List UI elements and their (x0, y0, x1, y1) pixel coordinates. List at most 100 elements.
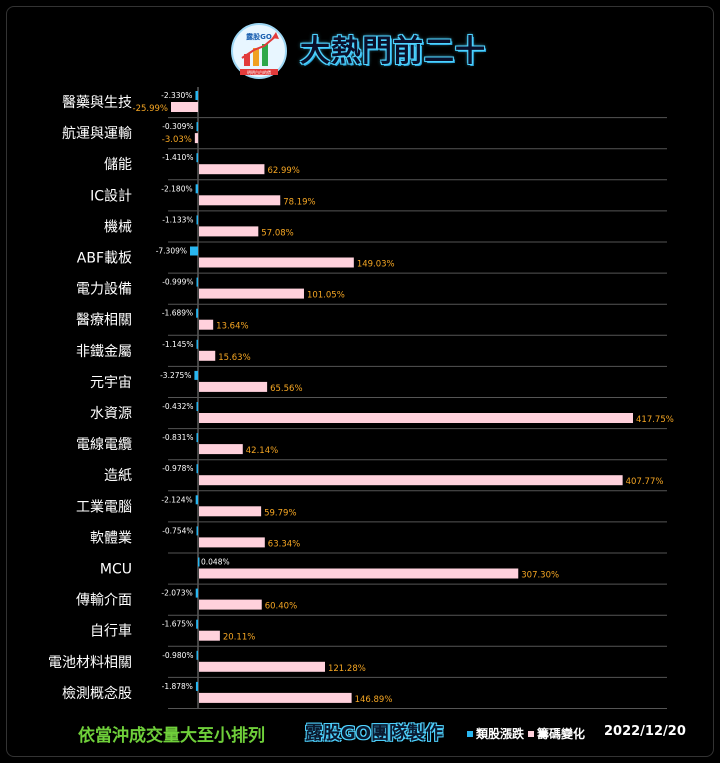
chip-label: 20.11% (223, 633, 255, 643)
legend-price-label: 類股漲跌 (476, 727, 525, 741)
category-label: 航運與運輸 (62, 126, 132, 142)
logo-subtext: 明明白白的價 (247, 69, 271, 75)
price-bar (196, 619, 198, 629)
category-row: 醫療相關 -1.689% 13.64% (76, 308, 667, 336)
category-row: 非鐵金屬 -1.145% 15.63% (76, 339, 667, 367)
category-label: MCU (100, 562, 132, 578)
price-bar (196, 339, 198, 349)
chip-bar (199, 661, 325, 672)
chip-bar (199, 444, 243, 455)
price-label: -2.073% (161, 589, 192, 598)
category-row: 醫藥與生技 -2.330% -25.99% (62, 91, 667, 119)
category-label: 電線電纜 (76, 436, 132, 453)
category-row: 造紙 -0.978% 407.77% (104, 464, 667, 492)
chip-bar (199, 568, 519, 579)
price-label: -0.432% (162, 402, 193, 411)
legend-chip-swatch (528, 730, 534, 737)
chip-bar (199, 195, 281, 206)
price-label: -1.675% (162, 620, 193, 629)
chart-frame (6, 6, 714, 757)
category-label: 軟體業 (90, 530, 132, 546)
chip-label: 62.99% (267, 166, 299, 176)
chip-label: 146.89% (355, 695, 393, 705)
chip-bar (199, 350, 216, 361)
price-bar (195, 91, 198, 100)
chip-bar (199, 288, 304, 299)
category-row: 檢測概念股 -1.878% 146.89% (62, 681, 667, 709)
chip-bar (199, 381, 268, 392)
price-label: -1.133% (162, 215, 193, 224)
team-credit: 露股GO團隊製作 (305, 723, 444, 744)
category-label: 儲能 (104, 157, 132, 173)
price-bar (190, 246, 198, 256)
chip-label: 417.75% (636, 415, 674, 425)
price-label: -0.309% (162, 122, 193, 131)
category-label: 機械 (104, 219, 132, 235)
category-label: 非鐵金屬 (76, 343, 132, 360)
price-bar (196, 215, 198, 225)
category-label: 元宇宙 (90, 375, 132, 391)
category-row: 傳輸介面 -2.073% 60.40% (76, 588, 667, 616)
sort-note: 依當沖成交量大至小排列 (78, 726, 265, 746)
chip-bar (199, 475, 623, 486)
price-bar (196, 153, 198, 163)
chip-label: 149.03% (357, 260, 395, 270)
brand-logo: 露股GO 明明白白的價 (231, 23, 287, 79)
chip-label: 15.63% (218, 353, 250, 363)
category-row: 元宇宙 -3.275% 65.56% (90, 370, 667, 398)
price-label: 0.048% (201, 558, 230, 567)
chip-bar (199, 692, 352, 703)
category-label: 醫療相關 (76, 312, 132, 329)
price-label: -1.410% (162, 153, 193, 162)
chip-label: 307.30% (521, 571, 559, 581)
price-bar (195, 588, 198, 598)
category-row: 電力設備 -0.999% 101.05% (76, 277, 667, 305)
chip-bar (199, 599, 262, 610)
category-label: 自行車 (90, 623, 132, 640)
price-bar (196, 650, 198, 660)
price-label: -3.275% (160, 371, 191, 380)
price-label: -2.330% (161, 91, 192, 100)
price-label: -0.978% (162, 464, 193, 473)
category-row: IC設計 -2.180% 78.19% (90, 184, 667, 212)
chip-bar (199, 537, 265, 548)
price-label: -1.878% (162, 682, 193, 691)
chip-bar (199, 506, 262, 517)
price-label: -0.831% (162, 433, 193, 442)
chip-bar (194, 133, 198, 144)
price-label: -1.689% (162, 309, 193, 318)
category-row: 航運與運輸 -0.309% -3.03% (62, 122, 667, 150)
price-bar (198, 557, 200, 567)
price-label: -1.145% (162, 340, 193, 349)
chip-bar (199, 226, 259, 237)
price-bar (196, 433, 198, 443)
category-row: 工業電腦 -2.124% 59.79% (76, 495, 667, 523)
legend-price: 類股漲跌 (467, 725, 524, 742)
price-label: -0.980% (162, 651, 193, 660)
price-bar (194, 370, 198, 380)
price-bar (196, 277, 198, 287)
chip-label: 121.28% (328, 664, 366, 674)
category-label: 電力設備 (76, 282, 132, 298)
price-bar (196, 464, 198, 474)
category-label: 電池材料相關 (48, 655, 132, 671)
chip-label: -25.99% (133, 104, 168, 114)
chip-label: 101.05% (307, 291, 345, 301)
category-label: 工業電腦 (76, 499, 132, 515)
price-label: -0.999% (162, 278, 193, 287)
category-row: 電線電纜 -0.831% 42.14% (76, 433, 667, 461)
category-label: ABF載板 (77, 251, 132, 267)
legend-price-swatch (467, 730, 473, 737)
category-row: 電池材料相關 -0.980% 121.28% (48, 650, 667, 678)
chip-label: 407.77% (626, 477, 664, 487)
price-label: -0.754% (162, 526, 193, 535)
price-bar (195, 495, 198, 505)
category-row: 水資源 -0.432% 417.75% (90, 402, 674, 430)
category-label: 檢測概念股 (62, 685, 132, 702)
chip-label: 13.64% (216, 322, 248, 332)
chip-label: 59.79% (264, 508, 296, 518)
category-label: 造紙 (104, 468, 132, 484)
category-label: 水資源 (90, 406, 132, 422)
chip-bar (199, 164, 265, 175)
